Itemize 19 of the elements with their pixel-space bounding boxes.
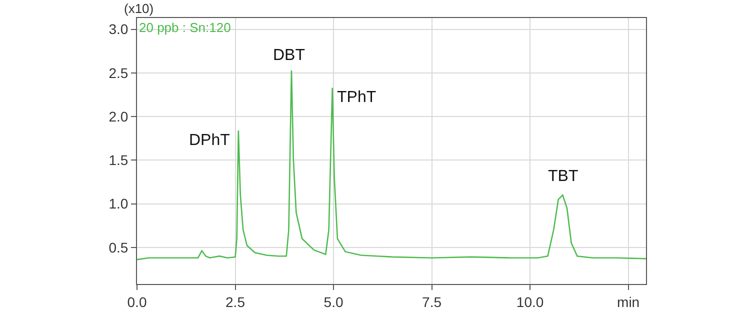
y-tick-label: 1.0 [108, 196, 128, 212]
y-tick-label: 0.5 [108, 239, 128, 256]
x-tick-label: 5.0 [324, 294, 344, 310]
y-tick-label: 2.0 [108, 108, 128, 124]
annotation: DPhT [189, 132, 230, 149]
x-tick-label: min [617, 294, 640, 310]
x-tick-label: 10.0 [516, 294, 544, 310]
annotation: DBT [273, 47, 306, 64]
annotation: TPhT [337, 89, 376, 106]
annotation: TBT [548, 168, 578, 185]
line-series [137, 70, 646, 260]
x-tick-label: 7.5 [422, 294, 442, 310]
x-tick-label: 2.5 [226, 294, 246, 310]
x-tick-label: 0.0 [127, 294, 147, 310]
annotation: 20 ppb : Sn:120 [139, 20, 231, 35]
y-tick-label: 3.0 [108, 21, 128, 38]
y-tick-label: 1.5 [108, 152, 128, 168]
text: (x10) [124, 1, 154, 16]
y-tick-label: 2.5 [108, 64, 128, 81]
